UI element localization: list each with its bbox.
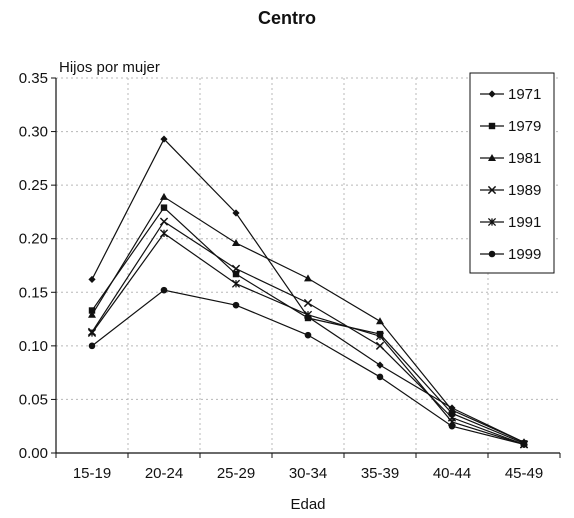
legend-marker [487,185,497,195]
series-line-1971 [91,138,525,443]
data-point-1999 [232,301,240,309]
data-point-1979 [232,270,240,278]
legend-item-1989: 1989 [480,182,541,199]
legend-item-1999: 1999 [480,246,541,263]
data-point-1971 [88,275,96,284]
legend-item-1991: 1991 [480,214,541,231]
data-point-1981 [376,317,384,325]
series-group [87,135,529,449]
legend-item-1979: 1979 [480,118,541,135]
y-tick-label: 0.30 [19,124,48,141]
data-point-1991 [159,229,169,238]
y-tick-label: 0.35 [19,70,48,87]
y-tick-label: 0.25 [19,177,48,194]
legend-label: 1971 [508,86,541,103]
data-point-1989 [231,264,241,273]
data-point-1999 [88,342,96,350]
legend-label: 1991 [508,214,541,231]
y-tick-label: 0.10 [19,338,48,355]
legend-marker [488,250,496,258]
x-tick-label: 30-34 [289,465,327,482]
series-1999 [88,286,528,448]
legend-label: 1979 [508,118,541,135]
legend-item-1981: 1981 [480,150,541,167]
data-point-1979 [88,307,96,314]
y-axis-label: Hijos por mujer [59,59,160,76]
data-point-1989 [159,217,169,226]
data-point-1999 [448,422,456,430]
y-tick-label: 0.15 [19,284,48,301]
data-point-1999 [520,441,528,448]
data-point-1991 [303,310,313,319]
data-point-1991 [87,328,97,338]
legend: 1971 1979 1981 1989 1991 1999 [469,72,555,274]
legend-marker [488,122,496,130]
x-tick-label: 15-19 [73,465,111,482]
x-tick-label: 20-24 [145,465,183,482]
series-1991 [87,229,529,449]
data-point-1989 [303,298,313,308]
legend-label: 1999 [508,246,541,263]
legend-marker [488,90,496,98]
data-point-1989 [375,341,385,350]
data-point-1979 [160,204,168,211]
data-point-1999 [304,331,312,339]
y-tick-label: 0.00 [19,445,48,462]
x-tick-label: 25-29 [217,465,255,482]
data-point-1981 [88,310,96,318]
legend-item-1971: 1971 [480,86,541,103]
y-tick-label: 0.20 [19,231,48,248]
legend-marker [488,154,496,161]
axes: 0.00 0.05 0.10 0.15 0.20 0.25 0.30 0.35 15-19 20-… [19,70,561,482]
data-point-1991 [375,332,385,341]
data-point-1981 [232,239,240,246]
data-point-1999 [160,286,168,294]
series-1979 [88,204,528,447]
y-tick-label: 0.05 [19,391,48,408]
data-point-1999 [376,373,384,381]
x-axis-label: Edad [290,496,325,513]
legend-label: 1981 [508,150,541,167]
data-point-1979 [448,410,456,417]
data-point-1971 [160,135,168,143]
x-tick-label: 45-49 [505,465,543,482]
x-tick-label: 35-39 [361,465,399,482]
data-point-1981 [304,274,312,282]
x-tick-label: 40-44 [433,465,471,482]
data-point-1981 [448,406,456,414]
chart-title: Centro [258,8,316,28]
legend-box [469,72,555,274]
data-point-1981 [160,192,168,200]
legend-label: 1989 [508,182,541,199]
data-point-1991 [231,279,241,288]
legend-marker [487,217,497,227]
data-point-1971 [232,209,240,217]
data-point-1971 [376,361,384,369]
